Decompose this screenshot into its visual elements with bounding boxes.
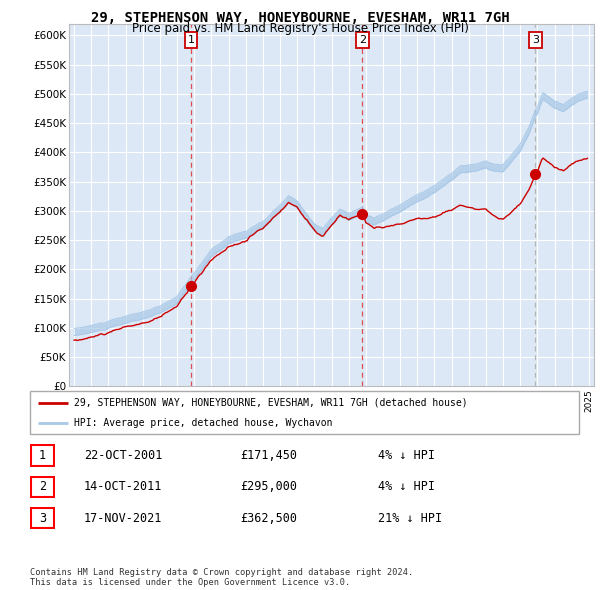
Text: 21% ↓ HPI: 21% ↓ HPI	[378, 512, 442, 525]
Text: 4% ↓ HPI: 4% ↓ HPI	[378, 480, 435, 493]
FancyBboxPatch shape	[30, 391, 579, 434]
Text: 4% ↓ HPI: 4% ↓ HPI	[378, 449, 435, 462]
Text: 17-NOV-2021: 17-NOV-2021	[84, 512, 163, 525]
FancyBboxPatch shape	[31, 445, 54, 466]
Text: £362,500: £362,500	[240, 512, 297, 525]
FancyBboxPatch shape	[31, 477, 54, 497]
Text: 29, STEPHENSON WAY, HONEYBOURNE, EVESHAM, WR11 7GH: 29, STEPHENSON WAY, HONEYBOURNE, EVESHAM…	[91, 11, 509, 25]
Text: 3: 3	[39, 512, 46, 525]
Text: £171,450: £171,450	[240, 449, 297, 462]
Text: 2: 2	[359, 35, 366, 45]
Text: 2: 2	[39, 480, 46, 493]
Text: 3: 3	[532, 35, 539, 45]
Text: £295,000: £295,000	[240, 480, 297, 493]
Text: 29, STEPHENSON WAY, HONEYBOURNE, EVESHAM, WR11 7GH (detached house): 29, STEPHENSON WAY, HONEYBOURNE, EVESHAM…	[74, 398, 467, 408]
FancyBboxPatch shape	[31, 508, 54, 528]
Text: Price paid vs. HM Land Registry's House Price Index (HPI): Price paid vs. HM Land Registry's House …	[131, 22, 469, 35]
Text: 22-OCT-2001: 22-OCT-2001	[84, 449, 163, 462]
Text: 1: 1	[39, 449, 46, 462]
Text: Contains HM Land Registry data © Crown copyright and database right 2024.
This d: Contains HM Land Registry data © Crown c…	[30, 568, 413, 587]
Text: 1: 1	[187, 35, 194, 45]
Text: HPI: Average price, detached house, Wychavon: HPI: Average price, detached house, Wych…	[74, 418, 332, 428]
Text: 14-OCT-2011: 14-OCT-2011	[84, 480, 163, 493]
